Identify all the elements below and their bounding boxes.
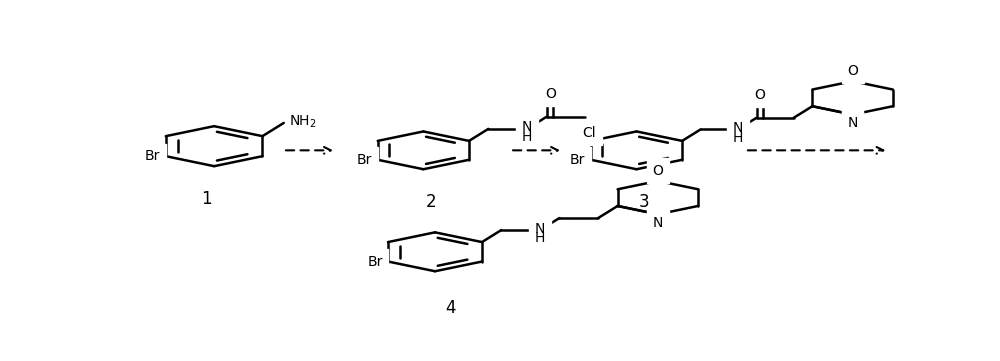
Text: 3: 3: [639, 193, 650, 211]
Text: N: N: [733, 121, 743, 135]
Text: 1: 1: [201, 190, 212, 208]
Text: H: H: [522, 130, 532, 144]
Text: N: N: [847, 116, 858, 130]
Text: 4: 4: [445, 299, 456, 317]
Text: N: N: [522, 121, 532, 134]
Text: O: O: [754, 88, 765, 102]
Text: Cl: Cl: [582, 126, 596, 140]
Text: O: O: [847, 64, 858, 78]
Text: Br: Br: [145, 149, 160, 163]
Text: NH$_2$: NH$_2$: [289, 114, 317, 130]
Text: H: H: [733, 131, 743, 145]
Text: O: O: [545, 87, 556, 101]
Text: N: N: [535, 222, 545, 236]
Text: N: N: [847, 118, 858, 132]
Text: H: H: [535, 231, 545, 245]
Text: Br: Br: [357, 153, 372, 167]
Text: Br: Br: [367, 255, 383, 269]
Text: N: N: [653, 216, 663, 230]
Text: O: O: [652, 164, 663, 178]
Text: 2: 2: [426, 193, 436, 211]
Text: N: N: [653, 218, 663, 232]
Text: Br: Br: [570, 153, 585, 167]
